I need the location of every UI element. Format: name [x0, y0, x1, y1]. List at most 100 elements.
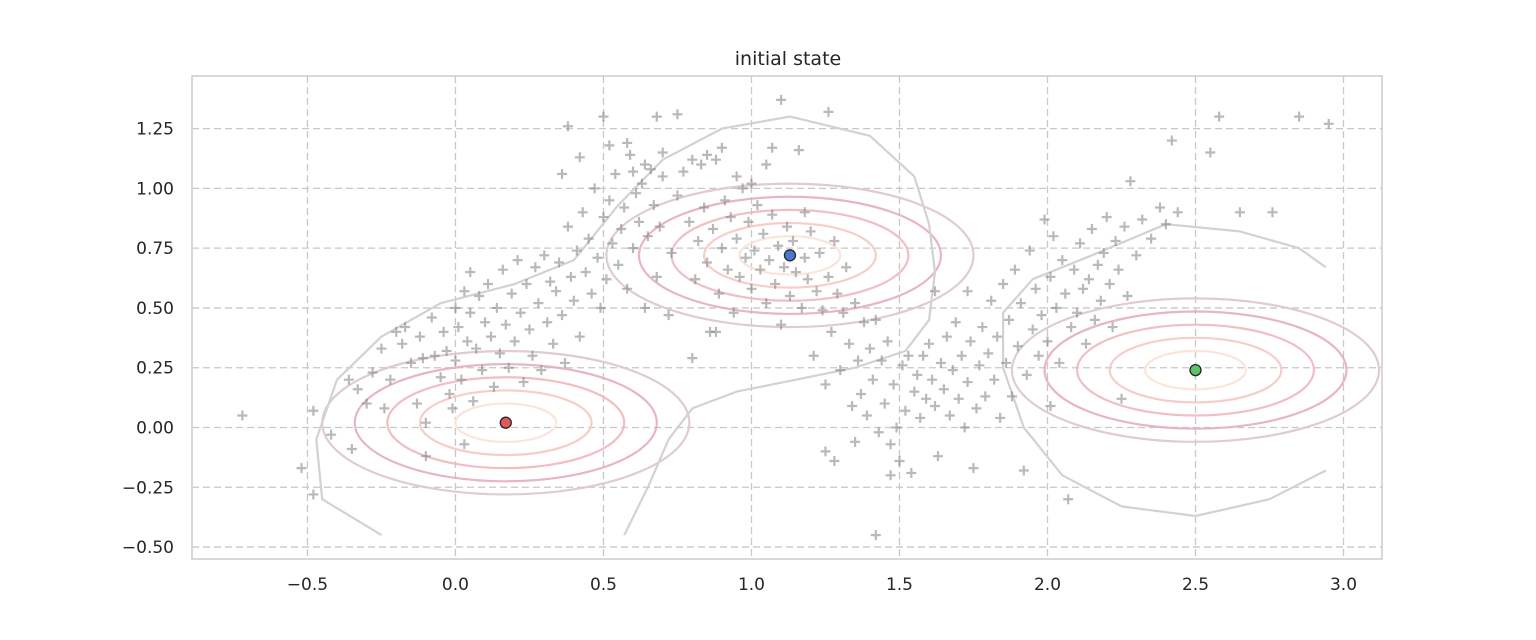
data-point — [411, 398, 422, 409]
data-point — [758, 228, 769, 239]
data-point — [998, 279, 1009, 290]
data-point — [1006, 391, 1017, 402]
data-point — [453, 322, 464, 333]
data-point — [805, 226, 816, 237]
data-point — [1116, 393, 1127, 404]
data-point — [1234, 207, 1245, 218]
data-point — [968, 463, 979, 474]
data-point — [1080, 338, 1091, 349]
data-point — [850, 298, 861, 309]
contour-line — [1108, 336, 1283, 404]
data-point — [983, 348, 994, 359]
data-point — [838, 307, 849, 318]
data-point — [577, 207, 588, 218]
data-point — [1160, 219, 1171, 230]
data-point — [616, 224, 627, 235]
data-point — [565, 271, 576, 282]
data-point — [702, 257, 713, 268]
data-point — [447, 403, 458, 414]
data-point — [690, 274, 701, 285]
data-point — [814, 247, 825, 258]
contour-line — [418, 389, 593, 457]
data-point — [796, 302, 807, 313]
data-point — [776, 94, 787, 105]
data-point — [761, 298, 772, 309]
data-point — [628, 243, 639, 254]
data-point — [512, 255, 523, 266]
cluster-center — [499, 416, 512, 429]
data-point — [619, 202, 630, 213]
data-point — [903, 350, 914, 361]
data-point — [684, 216, 695, 227]
data-point — [1045, 271, 1056, 282]
data-point — [530, 262, 541, 273]
data-point — [444, 389, 455, 400]
data-point — [1072, 307, 1083, 318]
data-point — [483, 279, 494, 290]
data-point — [935, 357, 946, 368]
data-point — [950, 317, 961, 328]
data-point — [879, 398, 890, 409]
data-point — [1131, 250, 1142, 261]
cluster-centers — [499, 249, 1202, 429]
data-point — [823, 271, 834, 282]
data-point — [554, 257, 565, 268]
data-point — [1048, 231, 1059, 242]
data-point — [938, 384, 949, 395]
data-point — [743, 216, 754, 227]
data-point — [485, 331, 496, 342]
data-point — [1033, 350, 1044, 361]
data-point — [622, 137, 633, 148]
data-point — [406, 357, 417, 368]
data-point — [1214, 111, 1225, 122]
data-point — [533, 298, 544, 309]
data-point — [1021, 369, 1032, 380]
data-point — [391, 326, 402, 337]
cluster-center — [1189, 363, 1202, 377]
data-point — [545, 276, 556, 287]
data-point — [488, 381, 499, 392]
data-point — [568, 295, 579, 306]
data-point — [518, 377, 529, 388]
contour-line — [1010, 297, 1381, 443]
data-point — [1154, 202, 1165, 213]
data-point — [666, 247, 677, 258]
data-point — [776, 319, 787, 330]
data-point — [471, 343, 482, 354]
data-point — [497, 264, 508, 275]
data-point — [716, 243, 727, 254]
data-point — [441, 345, 452, 356]
data-point — [710, 154, 721, 165]
data-point — [841, 262, 852, 273]
data-point — [557, 169, 568, 180]
data-point — [932, 451, 943, 462]
data-point — [1104, 279, 1115, 290]
data-point — [980, 391, 991, 402]
data-point — [799, 207, 810, 218]
data-point — [1119, 221, 1130, 232]
data-point — [583, 233, 594, 244]
x-tick-label: −0.5 — [287, 575, 328, 595]
data-point — [787, 235, 798, 246]
contour-line — [1144, 349, 1247, 391]
data-point — [962, 286, 973, 297]
data-point — [784, 290, 795, 301]
data-point — [1057, 255, 1068, 266]
contour-line — [454, 402, 558, 443]
data-point — [847, 400, 858, 411]
data-point — [746, 283, 757, 294]
data-point — [367, 367, 378, 378]
data-point — [986, 295, 997, 306]
data-point — [710, 326, 721, 337]
data-point — [918, 350, 929, 361]
data-point — [601, 274, 612, 285]
data-point — [927, 374, 938, 385]
data-point — [450, 355, 461, 366]
data-point — [598, 212, 609, 223]
data-point — [539, 250, 550, 261]
data-point — [1015, 298, 1026, 309]
data-point — [580, 267, 591, 278]
data-point — [782, 221, 792, 232]
data-point — [977, 322, 988, 333]
data-point — [636, 178, 647, 189]
